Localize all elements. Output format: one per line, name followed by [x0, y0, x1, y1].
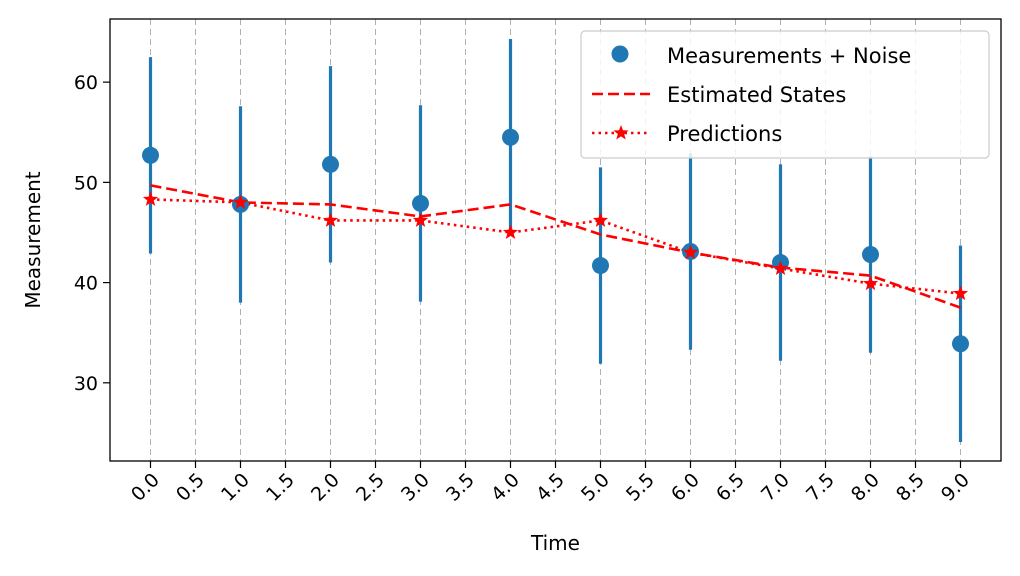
prediction-star — [862, 275, 879, 291]
legend-marker-predictions-star — [613, 125, 629, 140]
measurement-point — [142, 146, 159, 164]
x-tick-label: 4.5 — [532, 469, 569, 506]
x-tick-label: 8.5 — [892, 469, 929, 506]
prediction-star — [502, 224, 519, 239]
series-layer — [142, 39, 969, 442]
measurement-point — [322, 155, 339, 173]
measurement-point — [592, 257, 609, 275]
x-tick-label: 8.0 — [847, 469, 884, 506]
measurement-point — [412, 194, 429, 212]
y-tick-label: 30 — [74, 373, 98, 395]
x-tick-label: 3.0 — [397, 469, 434, 506]
x-tick-label: 7.5 — [802, 469, 839, 506]
x-tick-label: 1.5 — [262, 469, 299, 506]
legend-label: Predictions — [667, 122, 782, 146]
x-tick-label: 3.5 — [442, 469, 479, 506]
legend-label: Estimated States — [667, 83, 846, 107]
x-tick-label: 2.5 — [352, 469, 389, 506]
y-tick-label: 50 — [74, 172, 98, 194]
legend-box — [580, 30, 990, 159]
x-tick-label: 1.0 — [217, 469, 254, 506]
prediction-star — [952, 285, 969, 301]
y-tick-label: 60 — [74, 72, 98, 94]
measurement-point — [952, 335, 969, 353]
x-tick-label: 5.5 — [622, 469, 659, 506]
legend-marker-measurements — [611, 45, 629, 63]
prediction-star — [412, 212, 429, 227]
x-tick-label: 6.5 — [712, 469, 749, 506]
x-tick-label: 0.5 — [172, 469, 209, 506]
prediction-star — [322, 212, 339, 227]
prediction-star — [142, 191, 159, 206]
x-axis-label: Time — [530, 531, 580, 555]
x-tick-label: 5.0 — [577, 469, 614, 506]
legend: Measurements + Noise Estimated States Pred… — [580, 30, 990, 159]
legend-entries: Measurements + Noise Estimated States Pred… — [592, 44, 911, 146]
x-tick-label: 6.0 — [667, 469, 704, 506]
legend-label: Measurements + Noise — [667, 44, 911, 68]
prediction-star — [592, 212, 609, 227]
x-tick-label: 2.0 — [307, 469, 344, 506]
y-tick-label: 40 — [74, 273, 98, 295]
prediction-star — [772, 260, 789, 276]
measurement-point — [862, 246, 879, 264]
measurement-point — [502, 128, 519, 146]
x-tick-label: 7.0 — [757, 469, 794, 506]
estimated-states-line — [150, 184, 961, 309]
prediction-star — [682, 244, 699, 259]
x-tick-label: 0.0 — [127, 469, 164, 506]
x-tick-label: 4.0 — [487, 469, 524, 506]
prediction-star — [232, 194, 249, 209]
x-tick-label: 9.0 — [937, 469, 974, 506]
y-axis-label: Measurement — [21, 171, 45, 308]
